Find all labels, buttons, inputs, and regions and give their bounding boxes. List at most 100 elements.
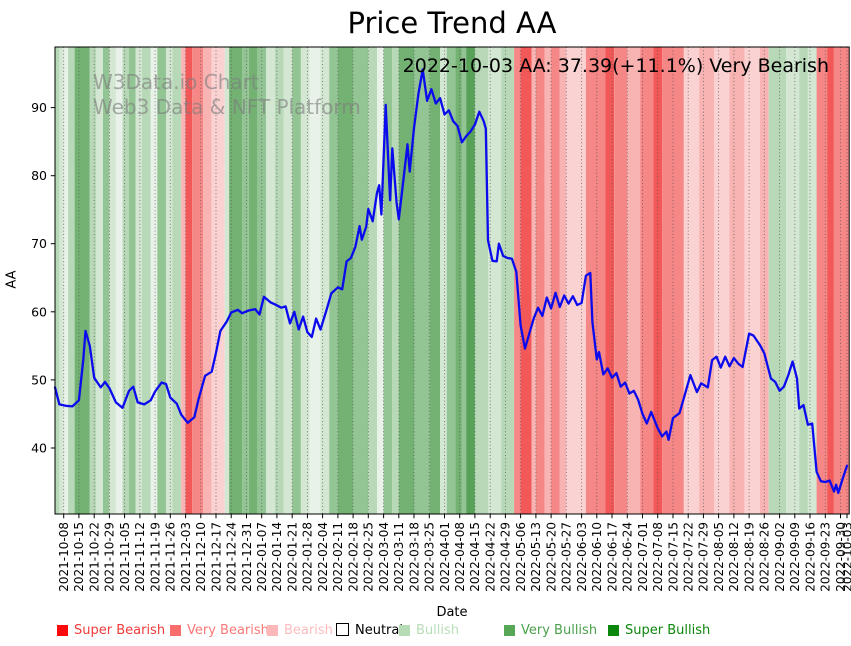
x-tick-label: 2022-07-22 [682, 522, 696, 592]
sentiment-band-bullish [799, 47, 808, 514]
sentiment-band-very-bearish [834, 47, 850, 514]
legend-swatch-icon [267, 625, 278, 636]
sentiment-band-bullish-pale [266, 47, 275, 514]
x-tick-label: 2022-01-21 [286, 522, 300, 592]
x-tick-label: 2022-09-02 [773, 522, 787, 592]
x-tick-label: 2022-04-22 [484, 522, 498, 592]
legend-label: Super Bearish [74, 623, 166, 638]
legend-item-bearish: Bearish [267, 620, 333, 638]
x-tick-label: 2021-10-15 [72, 522, 86, 592]
x-tick-label: 2022-02-25 [362, 522, 376, 592]
legend-item-super-bullish: Super Bullish [608, 620, 710, 638]
x-tick-label: 2022-03-25 [423, 522, 437, 592]
x-tick-label: 2022-01-07 [255, 522, 269, 592]
price-line-aa [53, 68, 849, 495]
sentiment-band-bullish-pale [300, 47, 310, 514]
sentiment-band-bullish-palest [309, 47, 321, 514]
last-point-annotation: 2022-10-03 AA: 37.39(+11.1%) Very Bearis… [402, 55, 829, 77]
x-tick-label: 2022-07-01 [636, 522, 650, 592]
legend-label: Very Bullish [521, 623, 598, 638]
x-tick-label: 2021-11-12 [133, 522, 147, 592]
sentiment-band-bullish-pale [488, 47, 502, 514]
x-tick-label: 2022-04-01 [438, 522, 452, 592]
watermark-line-1: W3Data.io Chart [93, 70, 259, 94]
legend-item-bullish: Bullish [399, 620, 459, 638]
sentiment-band-bullish-pale [109, 47, 116, 514]
sentiment-band-bullish-pale [224, 47, 230, 514]
sentiment-band-very-bullish-light [329, 47, 338, 514]
legend-swatch-icon [608, 625, 619, 636]
x-tick-label: 2022-05-06 [514, 522, 528, 592]
x-tick-label: 2022-06-17 [605, 522, 619, 592]
sentiment-band-bullish-palest [150, 47, 158, 514]
sentiment-band-very-bullish [455, 47, 462, 514]
sentiment-band-very-bearish [614, 47, 628, 514]
sentiment-band-very-bullish [398, 47, 414, 514]
sentiment-band-bearish-pale [714, 47, 730, 514]
sentiment-band-super-bearish [185, 47, 193, 514]
sentiment-band-bullish-pale [807, 47, 817, 514]
sentiment-band-bullish-pale [135, 47, 142, 514]
y-tick-label: 80 [31, 168, 47, 183]
watermark: W3Data.io Chart Web3 Data & NFT Platform [93, 70, 361, 120]
sentiment-band-very-bullish [429, 47, 441, 514]
x-tick-label: 2022-04-29 [499, 522, 513, 592]
legend-label: Neutral [355, 623, 403, 638]
legend-label: Very Bearish [187, 623, 269, 638]
x-tick-label: 2022-01-28 [301, 522, 315, 592]
sentiment-band-very-bullish-light [129, 47, 136, 514]
chart-title: Price Trend AA [347, 6, 557, 40]
sentiment-band-bullish [142, 47, 151, 514]
sentiment-band-very-bearish [662, 47, 684, 514]
sentiment-band-bullish-pale [320, 47, 330, 514]
legend-label: Super Bullish [625, 623, 711, 638]
sentiment-band-very-bearish [585, 47, 606, 514]
sentiment-band-bearish-pale [211, 47, 225, 514]
sentiment-band-very-bullish-light [242, 47, 249, 514]
x-tick-label: 2022-06-10 [590, 522, 604, 592]
x-tick-label: 2022-03-04 [377, 522, 391, 592]
sentiment-band-super-bearish [605, 47, 615, 514]
legend-label: Bullish [416, 623, 460, 638]
sentiment-band-bullish [368, 47, 377, 514]
sentiment-legend: Super Bearish Very Bearish Bearish Neutral B… [0, 620, 851, 642]
sentiment-band-bullish-palest [377, 47, 384, 514]
y-tick-label: 40 [31, 441, 47, 456]
sentiment-band-very-bullish-light [446, 47, 456, 514]
sentiment-band-super-bullish [466, 47, 475, 514]
x-tick-label: 2022-06-24 [621, 522, 635, 592]
x-tick-label: 2022-09-16 [803, 522, 817, 592]
x-tick-label: 2022-08-05 [712, 522, 726, 592]
x-tick-label: 2022-06-03 [575, 522, 589, 592]
sentiment-band-very-bullish-light [353, 47, 369, 514]
sentiment-band-super-bearish [827, 47, 834, 514]
sentiment-band-bearish [544, 47, 552, 514]
x-tick-label: 2022-05-27 [560, 522, 574, 592]
sentiment-band-very-bearish [640, 47, 654, 514]
x-tick-label: 2022-09-30 [834, 522, 848, 592]
legend-item-super-bearish: Super Bearish [57, 620, 165, 638]
legend-item-very-bullish: Very Bullish [504, 620, 597, 638]
x-tick-label: 2021-11-26 [164, 522, 178, 592]
sentiment-band-bullish-palest [63, 47, 69, 514]
x-tick-label: 2022-03-11 [392, 522, 406, 592]
sentiment-band-bullish [274, 47, 284, 514]
x-tick-label: 2022-09-23 [819, 522, 833, 592]
legend-swatch-icon [170, 625, 181, 636]
sentiment-band-very-bullish-light [257, 47, 267, 514]
watermark-line-2: Web3 Data & NFT Platform [93, 95, 361, 119]
x-tick-label: 2022-02-11 [331, 522, 345, 592]
x-tick-label: 2022-08-19 [742, 522, 756, 592]
sentiment-band-bearish-pale [683, 47, 699, 514]
sentiment-band-very-bullish-light [461, 47, 467, 514]
sentiment-band-very-bearish [192, 47, 203, 514]
sentiment-band-bullish [172, 47, 182, 514]
sentiment-band-bearish [627, 47, 641, 514]
sentiment-band-bearish [699, 47, 715, 514]
y-tick-label: 70 [31, 236, 47, 251]
x-tick-label: 2022-07-29 [697, 522, 711, 592]
sentiment-band-very-bearish [551, 47, 560, 514]
sentiment-band-very-bullish-light [102, 47, 110, 514]
x-tick-label: 2022-03-18 [407, 522, 421, 592]
